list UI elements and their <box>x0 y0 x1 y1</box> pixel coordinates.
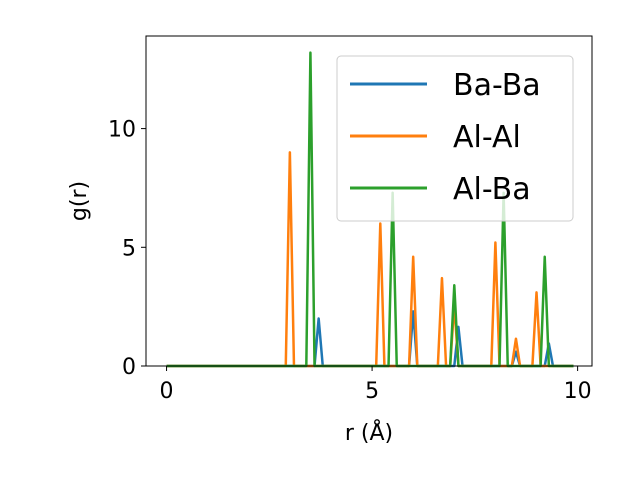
legend-label-al-al: Al-Al <box>453 120 521 155</box>
x-axis-title: r (Å) <box>345 419 393 446</box>
x-tick-label: 10 <box>564 379 592 404</box>
legend-box <box>336 55 574 222</box>
legend-label-al-ba: Al-Ba <box>453 172 531 207</box>
x-tick-label: 0 <box>160 379 174 404</box>
y-axis-title: g(r) <box>67 181 92 221</box>
y-tick-label: 5 <box>122 236 136 261</box>
y-tick-label: 10 <box>108 118 136 143</box>
y-tick-label: 0 <box>122 355 136 380</box>
x-tick-label: 5 <box>365 379 379 404</box>
plot-frame <box>145 35 593 367</box>
legend: Ba-Ba Al-Al Al-Ba <box>336 55 574 222</box>
ticks-layer: 0 5 10 0 5 10 <box>108 118 592 404</box>
legend-label-ba-ba: Ba-Ba <box>453 68 541 103</box>
